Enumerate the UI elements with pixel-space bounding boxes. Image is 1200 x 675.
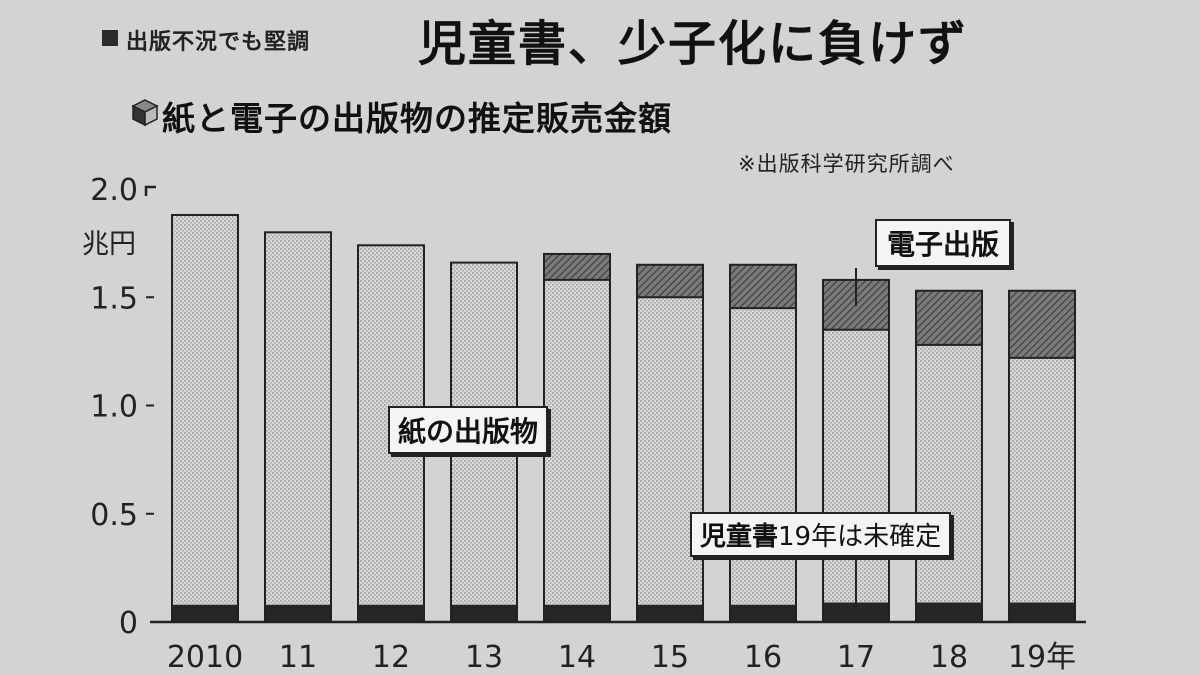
bar-segment-kids [544, 604, 610, 622]
x-tick-label: 16 [744, 640, 782, 675]
cube-icon [131, 99, 159, 127]
bar-segment-kids [265, 604, 331, 622]
y-axis-unit: 兆円 [82, 229, 136, 260]
x-tick-label: 14 [558, 640, 596, 675]
bar-segment-digital [637, 264, 703, 298]
bar-segment-digital [1009, 290, 1075, 358]
bar-segment-kids [823, 602, 889, 622]
bar-segment-paper [544, 279, 610, 605]
x-tick-label: 11 [279, 640, 317, 675]
bar-segment-digital [730, 264, 796, 309]
bar-segment-paper [172, 214, 238, 605]
annotation-kids: 児童書19年は未確定 [690, 512, 952, 557]
header-square-icon [102, 30, 118, 46]
x-tick-label: 2010 [167, 640, 243, 675]
y-tick-label: 0 [119, 606, 138, 641]
annotation-digital: 電子出版 [875, 219, 1012, 267]
bar-segment-kids [451, 604, 517, 622]
bar-segment-kids [1009, 602, 1075, 622]
y-tick-label: 1.5 [90, 281, 138, 316]
y-axis: 0 0.5 1.0 1.5 2.0 [90, 173, 156, 641]
bar-segment-kids [172, 604, 238, 622]
x-tick-label: 18 [930, 640, 968, 675]
annotation-paper: 紙の出版物 [388, 406, 549, 454]
x-tick-label: 15 [651, 640, 689, 675]
y-tick-label: 2.0 [90, 173, 138, 208]
y-tick-label: 0.5 [90, 498, 138, 533]
bars [171, 213, 1076, 624]
headline: 児童書、少子化に負けず [418, 16, 969, 72]
annotation-kids-note: 19年は未確定 [778, 522, 942, 552]
bar-segment-digital [544, 253, 610, 280]
bar-segment-digital [916, 290, 982, 345]
bar-segment-paper [637, 297, 703, 605]
bar-segment-paper [730, 308, 796, 605]
x-tick-label: 12 [372, 640, 410, 675]
annotation-kids-bold: 児童書 [700, 522, 779, 552]
chart-title: 紙と電子の出版物の推定販売金額 [162, 99, 672, 138]
bar-segment-paper [1009, 357, 1075, 603]
y-axis-bracket [144, 185, 156, 196]
x-tick-label: 13 [465, 640, 503, 675]
x-axis: 2010 11 12 13 14 15 16 17 18 19年 [150, 620, 1086, 675]
bar-segment-paper [265, 232, 331, 605]
bar-segment-kids [916, 602, 982, 622]
source-note: ※出版科学研究所調べ [738, 152, 955, 176]
x-tick-label: 19年 [1008, 640, 1076, 675]
bar-segment-kids [730, 604, 796, 622]
bar-segment-kids [358, 604, 424, 622]
y-tick-label: 1.0 [90, 390, 138, 425]
kicker: 出版不況でも堅調 [126, 30, 311, 55]
bar-segment-paper [916, 344, 982, 603]
bar-segment-kids [637, 604, 703, 622]
x-tick-label: 17 [837, 640, 875, 675]
